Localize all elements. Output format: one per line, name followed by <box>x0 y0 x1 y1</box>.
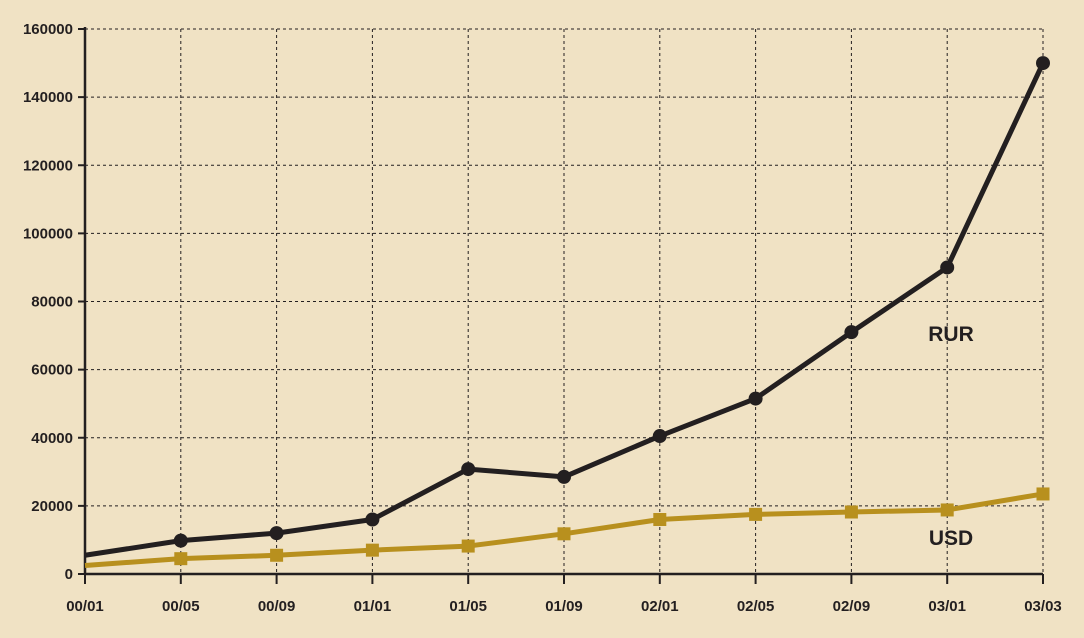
series-labels: RUR USD <box>928 323 974 550</box>
data-point-rur <box>1036 56 1050 71</box>
data-point-usd <box>557 527 571 541</box>
data-point-rur <box>365 512 380 527</box>
x-tick-label: 02/01 <box>641 598 679 615</box>
data-point-usd <box>270 548 284 562</box>
x-tick-label: 01/09 <box>545 598 583 615</box>
x-tick-label: 01/01 <box>354 598 392 615</box>
x-tick-label: 01/05 <box>449 598 487 615</box>
x-tick-label: 03/03 <box>1024 598 1062 615</box>
x-tick-label: 03/01 <box>928 598 966 615</box>
data-point-usd <box>365 543 379 557</box>
x-tick-label: 02/09 <box>833 598 871 615</box>
axes <box>78 27 1044 584</box>
data-point-usd <box>653 513 667 526</box>
y-tick-label: 40000 <box>31 430 73 447</box>
x-tick-label: 02/05 <box>737 598 775 615</box>
series-group <box>84 56 1050 568</box>
data-point-rur <box>940 260 955 275</box>
data-point-usd <box>940 503 954 517</box>
grid-lines <box>85 28 1044 574</box>
data-point-rur <box>844 325 859 340</box>
y-tick-label: 80000 <box>31 294 73 311</box>
y-tick-labels: 0 20000 40000 60000 80000 100000 120000 140000 1… <box>23 21 73 583</box>
data-point-rur <box>748 391 763 406</box>
y-tick-label: 20000 <box>31 498 73 515</box>
x-tick-labels: 00/01 00/05 00/09 01/01 01/05 01/09 02/01 02/05… <box>66 598 1062 615</box>
data-point-rur <box>557 469 571 484</box>
data-point-rur <box>269 526 284 541</box>
data-point-rur <box>461 462 476 477</box>
y-tick-label: 140000 <box>23 89 73 106</box>
y-tick-label: 0 <box>65 566 73 583</box>
x-tick-label: 00/09 <box>258 598 296 615</box>
data-point-usd <box>1036 487 1050 501</box>
data-point-usd <box>749 507 763 521</box>
data-point-rur <box>173 533 188 548</box>
y-tick-label: 160000 <box>23 21 73 38</box>
x-tick-label: 00/05 <box>162 598 200 615</box>
y-tick-label: 120000 <box>23 157 73 174</box>
series-label-usd: USD <box>929 527 973 550</box>
data-point-usd <box>174 552 188 566</box>
x-tick-label: 00/01 <box>66 598 104 615</box>
y-tick-label: 60000 <box>31 362 73 379</box>
data-point-usd <box>844 505 858 519</box>
series-label-rur: RUR <box>928 323 974 346</box>
data-point-usd <box>461 539 475 553</box>
data-point-rur <box>652 429 667 444</box>
y-tick-label: 100000 <box>23 225 73 242</box>
